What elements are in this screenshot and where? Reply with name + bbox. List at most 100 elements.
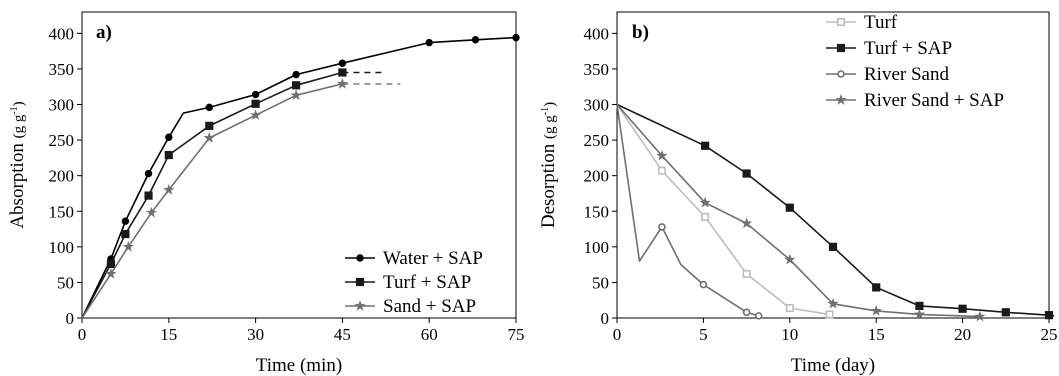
data-point	[915, 301, 924, 311]
data-point	[290, 89, 302, 101]
data-point	[338, 59, 347, 67]
data-point	[701, 212, 710, 221]
legend-label: Turf + SAP	[864, 38, 952, 59]
data-point	[785, 203, 794, 212]
x-tick-label: 15	[160, 325, 177, 344]
x-axis-label-a: Time (min)	[256, 355, 342, 376]
data-point	[292, 81, 301, 90]
legend-label: Sand + SAP	[383, 296, 476, 317]
data-point	[205, 121, 214, 130]
series-turf-sap	[616, 103, 1055, 320]
data-point	[699, 280, 708, 289]
y-tick-label: 150	[49, 202, 75, 221]
data-point	[742, 169, 751, 178]
y-tick-label: 0	[66, 309, 75, 328]
series-water-sap	[81, 33, 520, 319]
legend-label: River Sand + SAP	[864, 90, 1004, 111]
y-tick-label: 50	[57, 273, 74, 292]
y-tick-label: 100	[49, 238, 75, 257]
legend-label: Turf	[864, 12, 898, 33]
data-point	[163, 183, 175, 195]
data-point	[165, 133, 173, 141]
x-tick-label: 0	[613, 325, 622, 344]
plot-frame-b	[616, 11, 1050, 319]
data-point	[825, 310, 834, 319]
data-point	[471, 36, 480, 44]
x-tick-label: 0	[78, 325, 87, 344]
y-tick-label: 250	[584, 131, 610, 150]
legend-marker	[354, 300, 366, 311]
data-point	[870, 304, 882, 316]
series-line	[616, 103, 980, 318]
chart-panel-a: a) Time (min) Absorption (g g-1) 0 15 30 45…	[7, 11, 525, 376]
data-point	[425, 38, 433, 47]
data-point	[292, 70, 300, 79]
data-point	[657, 166, 666, 175]
data-point	[827, 297, 839, 309]
data-point	[144, 169, 153, 178]
y-tick-label: 200	[49, 167, 75, 186]
data-point	[656, 149, 668, 161]
series-sand-sap	[81, 77, 401, 319]
panel-label-b: b)	[632, 22, 649, 43]
y-tick-label: 200	[584, 167, 610, 186]
y-tick-label: 0	[601, 309, 610, 328]
x-tick-label: 30	[247, 325, 264, 344]
series-turf-sap	[81, 68, 383, 319]
y-tick-label: 300	[584, 96, 610, 115]
plot-frame-a	[81, 11, 517, 319]
x-tick-label: 10	[781, 325, 798, 344]
data-point	[742, 269, 751, 278]
series-river-sand-sap	[616, 103, 986, 322]
data-point	[742, 308, 751, 317]
data-point	[828, 242, 838, 251]
data-point	[121, 217, 130, 225]
x-tick-label: 60	[421, 325, 438, 344]
data-point	[251, 90, 260, 99]
data-point	[784, 253, 796, 265]
y-axis-label-b: Desorption (g g-1)	[538, 102, 559, 228]
y-tick-label: 350	[49, 60, 75, 79]
data-point	[1001, 308, 1010, 317]
series-line	[616, 103, 1050, 316]
legend-label: Water + SAP	[383, 248, 483, 269]
data-point	[203, 132, 215, 143]
legend-marker	[837, 70, 845, 78]
data-point	[205, 103, 214, 112]
data-point	[872, 283, 881, 292]
data-point	[512, 33, 520, 42]
chart-panel-b: b) Time (day) Desorption (g g-1) 0 5 10 15 2…	[538, 11, 1058, 376]
data-point	[164, 150, 173, 160]
data-point	[336, 77, 349, 89]
legend: Turf Turf + SAP River Sand River Sand + SAP	[826, 12, 1004, 111]
x-tick-label: 75	[508, 325, 525, 344]
y-tick-label: 100	[584, 238, 610, 257]
x-tick-label: 20	[954, 325, 971, 344]
y-tick-label: 150	[584, 202, 610, 221]
data-point	[105, 267, 117, 279]
x-tick-label: 15	[868, 325, 885, 344]
data-point	[658, 223, 666, 231]
data-point	[144, 191, 153, 200]
y-tick-label: 50	[592, 273, 609, 292]
series-river-sand	[616, 104, 763, 320]
x-tick-label: 25	[1041, 325, 1058, 344]
legend-marker	[356, 254, 364, 262]
legend-label: Turf + SAP	[383, 272, 471, 293]
data-point	[121, 229, 130, 239]
legend-marker	[835, 94, 847, 105]
y-tick-label: 350	[584, 60, 610, 79]
y-tick-label: 400	[49, 24, 75, 43]
y-tick-label: 300	[49, 96, 75, 115]
data-point	[699, 196, 711, 208]
legend: Water + SAP Turf + SAP Sand + SAP	[345, 248, 483, 317]
legend-marker	[836, 43, 846, 53]
data-point	[145, 206, 158, 218]
data-point	[740, 217, 753, 229]
panel-label-a: a)	[96, 22, 112, 43]
legend-marker	[355, 277, 365, 287]
data-point	[122, 240, 134, 252]
series-line	[81, 83, 343, 319]
legend-label: River Sand	[864, 64, 949, 85]
